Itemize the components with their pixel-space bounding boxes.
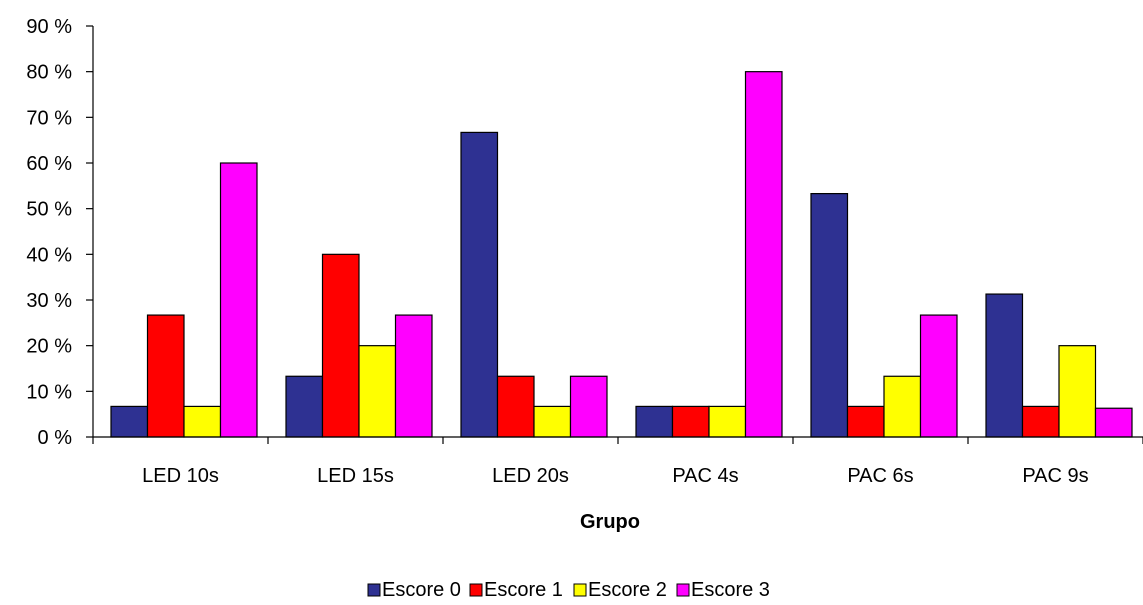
y-tick-label: 90 % bbox=[26, 16, 72, 38]
legend-label: Escore 1 bbox=[484, 579, 563, 601]
x-tick-label: LED 20s bbox=[492, 465, 569, 487]
bar-escore-0-pac-4s bbox=[636, 406, 673, 437]
bar-escore-3-pac-6s bbox=[921, 315, 958, 437]
bar-escore-2-pac-4s bbox=[709, 406, 746, 437]
bar-escore-2-pac-6s bbox=[884, 376, 921, 437]
y-axis: 0 % 10 % 20 % 30 % 40 % 50 % 60 % 70 % 80 % 90 % bbox=[26, 16, 93, 449]
y-tick-label: 50 % bbox=[26, 199, 72, 221]
y-tick-label: 40 % bbox=[26, 244, 72, 266]
x-tick-label: PAC 4s bbox=[672, 465, 738, 487]
legend-swatch bbox=[470, 584, 482, 596]
bar-escore-2-led-20s bbox=[534, 406, 571, 437]
legend-item: Escore 2 bbox=[574, 579, 667, 601]
x-tick-label: LED 15s bbox=[317, 465, 394, 487]
legend-swatch bbox=[574, 584, 586, 596]
bar-escore-2-led-15s bbox=[359, 346, 396, 437]
legend-label: Escore 3 bbox=[691, 579, 770, 601]
y-tick-label: 20 % bbox=[26, 336, 72, 358]
bar-escore-0-pac-9s bbox=[986, 294, 1023, 437]
bar-escore-1-led-15s bbox=[323, 254, 360, 437]
bar-escore-3-led-10s bbox=[221, 163, 258, 437]
x-axis-title: Grupo bbox=[580, 511, 640, 533]
legend-item: Escore 3 bbox=[677, 579, 770, 601]
bar-escore-3-led-15s bbox=[396, 315, 433, 437]
y-tick-label: 60 % bbox=[26, 153, 72, 175]
y-tick-label: 80 % bbox=[26, 62, 72, 84]
bar-escore-1-pac-6s bbox=[848, 406, 885, 437]
y-tick-label: 0 % bbox=[38, 427, 73, 449]
x-axis: LED 10s LED 15s LED 20s PAC 4s PAC 6s PAC 9s bbox=[93, 437, 1143, 487]
legend-swatch bbox=[368, 584, 380, 596]
x-tick-label: LED 10s bbox=[142, 465, 219, 487]
bar-escore-1-pac-9s bbox=[1023, 406, 1060, 437]
legend-item: Escore 0 bbox=[368, 579, 461, 601]
bar-escore-3-led-20s bbox=[571, 376, 608, 437]
y-tick-label: 30 % bbox=[26, 290, 72, 312]
bar-escore-1-pac-4s bbox=[673, 406, 710, 437]
legend-swatch bbox=[677, 584, 689, 596]
bar-escore-3-pac-4s bbox=[746, 72, 783, 437]
legend-label: Escore 0 bbox=[382, 579, 461, 601]
y-tick-label: 70 % bbox=[26, 107, 72, 129]
bar-escore-3-pac-9s bbox=[1096, 408, 1133, 437]
legend-item: Escore 1 bbox=[470, 579, 563, 601]
bar-escore-0-led-10s bbox=[111, 406, 148, 437]
legend: Escore 0 Escore 1 Escore 2 Escore 3 bbox=[368, 579, 770, 601]
legend-label: Escore 2 bbox=[588, 579, 667, 601]
x-tick-label: PAC 6s bbox=[847, 465, 913, 487]
bar-escore-2-led-10s bbox=[184, 406, 221, 437]
y-tick-label: 10 % bbox=[26, 381, 72, 403]
bar-escore-1-led-10s bbox=[148, 315, 185, 437]
bar-escore-2-pac-9s bbox=[1059, 346, 1096, 437]
bar-escore-1-led-20s bbox=[498, 376, 535, 437]
bar-escore-0-led-20s bbox=[461, 132, 498, 437]
bar-escore-0-pac-6s bbox=[811, 194, 848, 437]
bar-escore-0-led-15s bbox=[286, 376, 323, 437]
bars bbox=[111, 72, 1132, 437]
x-tick-label: PAC 9s bbox=[1022, 465, 1088, 487]
